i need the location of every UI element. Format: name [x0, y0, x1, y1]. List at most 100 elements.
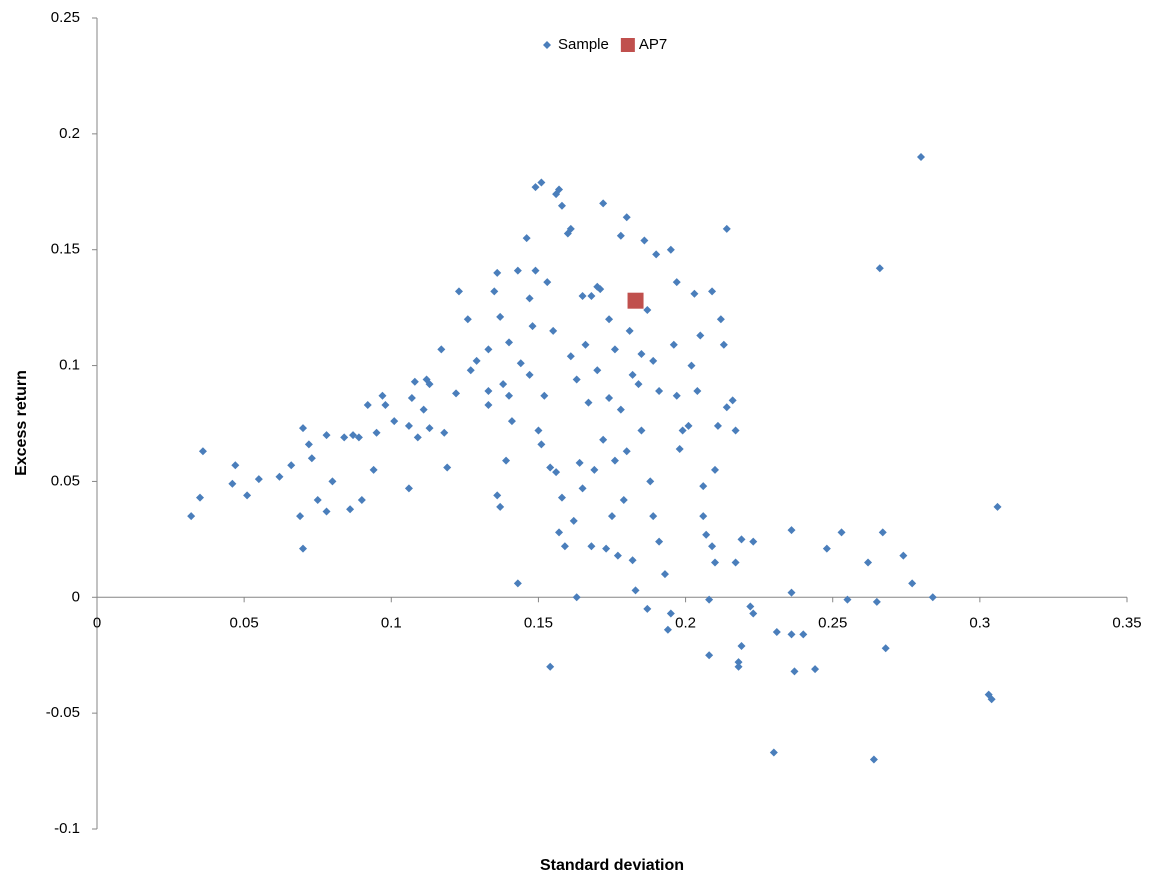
- legend-label: Sample: [558, 36, 609, 53]
- point: [537, 178, 546, 187]
- point: [693, 387, 702, 396]
- point: [917, 153, 925, 162]
- point: [622, 213, 631, 222]
- point: [787, 526, 796, 535]
- point: [878, 528, 887, 537]
- legend-marker: [620, 38, 635, 52]
- point: [493, 491, 502, 500]
- point: [608, 512, 616, 521]
- x-tick-label: 0.3: [969, 614, 990, 631]
- point: [711, 465, 719, 474]
- point: [649, 356, 658, 365]
- point: [322, 431, 331, 440]
- point: [666, 609, 675, 618]
- point: [522, 234, 531, 243]
- point: [872, 597, 881, 606]
- y-axis-title: Excess return: [13, 370, 30, 476]
- y-tick-label: 0: [72, 588, 80, 605]
- point: [663, 625, 672, 634]
- point: [513, 266, 522, 275]
- point: [304, 440, 313, 449]
- point: [669, 340, 678, 349]
- point: [572, 375, 581, 384]
- point: [637, 426, 646, 435]
- x-axis-title: Standard deviation: [540, 857, 684, 874]
- point: [299, 544, 307, 553]
- point: [505, 391, 513, 400]
- point: [731, 558, 740, 567]
- point: [349, 431, 358, 440]
- x-tick-label: 0.15: [524, 614, 553, 631]
- point: [484, 400, 493, 409]
- point: [713, 421, 722, 430]
- point: [531, 183, 540, 192]
- point: [437, 345, 446, 354]
- point: [363, 400, 372, 409]
- point: [231, 461, 240, 470]
- point: [322, 507, 331, 516]
- point: [578, 292, 587, 301]
- point: [472, 356, 481, 365]
- point: [531, 266, 540, 275]
- point: [987, 695, 996, 704]
- point: [369, 465, 378, 474]
- point: [734, 662, 743, 671]
- point: [625, 326, 634, 335]
- point: [552, 468, 561, 477]
- point: [569, 516, 578, 525]
- point: [528, 322, 537, 331]
- point: [275, 472, 284, 481]
- point: [678, 426, 687, 435]
- point: [372, 428, 381, 437]
- point: [610, 456, 619, 465]
- y-tick-label: 0.2: [59, 125, 80, 142]
- point: [228, 479, 237, 488]
- point: [705, 595, 714, 604]
- point: [502, 456, 511, 465]
- point: [627, 292, 644, 309]
- point: [908, 579, 917, 588]
- point: [628, 370, 637, 379]
- y-tick-label: 0.1: [59, 357, 80, 374]
- point: [496, 502, 505, 511]
- y-tick-label: 0.15: [51, 241, 80, 258]
- point: [628, 556, 637, 565]
- point: [731, 426, 740, 435]
- point: [340, 433, 349, 442]
- point: [575, 458, 584, 467]
- point: [711, 558, 719, 567]
- y-tick-label: 0.05: [51, 472, 80, 489]
- point: [463, 315, 472, 324]
- point: [540, 391, 549, 400]
- point: [299, 424, 307, 433]
- point: [452, 389, 461, 398]
- point: [496, 312, 505, 321]
- point: [287, 461, 296, 470]
- x-tick-label: 0.25: [818, 614, 847, 631]
- point: [516, 359, 525, 368]
- x-tick-label: 0.2: [675, 614, 696, 631]
- point: [466, 366, 475, 375]
- point: [543, 278, 552, 287]
- point: [572, 593, 581, 602]
- point: [354, 433, 363, 442]
- point: [769, 748, 778, 757]
- point: [590, 465, 599, 474]
- point: [640, 236, 649, 245]
- point: [605, 315, 614, 324]
- point: [196, 493, 204, 502]
- point: [699, 482, 708, 491]
- point: [555, 185, 564, 194]
- point: [787, 630, 796, 639]
- point: [587, 292, 596, 301]
- x-tick-label: 0: [93, 614, 101, 631]
- x-tick-label: 0.1: [381, 614, 402, 631]
- point: [602, 544, 611, 553]
- point: [566, 224, 575, 233]
- point: [837, 528, 846, 537]
- point: [599, 199, 608, 208]
- point: [799, 630, 808, 639]
- point: [655, 537, 664, 546]
- point: [728, 396, 737, 405]
- point: [596, 285, 605, 294]
